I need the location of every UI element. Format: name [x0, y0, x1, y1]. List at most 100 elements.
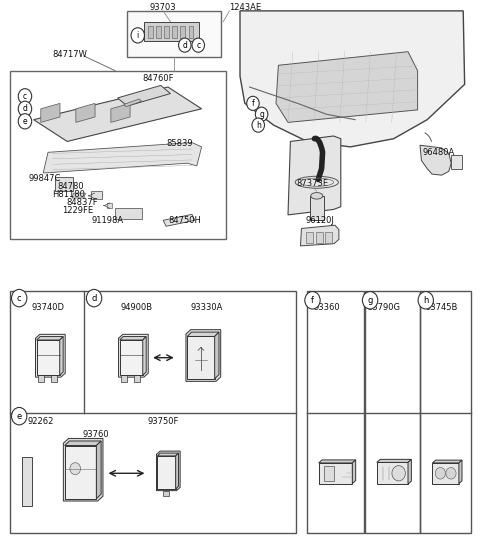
Text: 91198A: 91198A — [92, 216, 124, 225]
Text: 93330A: 93330A — [190, 304, 223, 312]
Polygon shape — [124, 99, 142, 107]
Bar — [144, 22, 199, 41]
Polygon shape — [111, 103, 130, 122]
Text: 93750F: 93750F — [147, 417, 179, 426]
Text: 1243AE: 1243AE — [229, 3, 262, 12]
Text: 94900B: 94900B — [121, 304, 153, 312]
Polygon shape — [240, 11, 465, 147]
Text: c: c — [17, 294, 22, 302]
Polygon shape — [72, 193, 85, 198]
Text: 84717W: 84717W — [52, 50, 87, 59]
Circle shape — [70, 462, 81, 474]
Circle shape — [86, 289, 102, 307]
Polygon shape — [276, 52, 418, 122]
Polygon shape — [156, 451, 180, 491]
Circle shape — [305, 292, 320, 309]
Polygon shape — [408, 459, 411, 484]
Bar — [420, 291, 471, 533]
Text: f: f — [311, 296, 314, 305]
Polygon shape — [459, 460, 462, 484]
Text: e: e — [17, 412, 22, 421]
Text: 93760: 93760 — [83, 430, 109, 438]
Text: H81180: H81180 — [52, 190, 84, 199]
Bar — [163, 491, 169, 496]
Text: i: i — [137, 31, 139, 40]
Text: 96480A: 96480A — [422, 148, 455, 157]
Circle shape — [362, 292, 378, 309]
Bar — [306, 232, 313, 243]
Bar — [115, 208, 142, 219]
Text: g: g — [259, 110, 264, 119]
Polygon shape — [43, 143, 202, 173]
Ellipse shape — [311, 193, 323, 199]
Polygon shape — [41, 103, 60, 122]
Polygon shape — [60, 337, 63, 375]
Circle shape — [18, 89, 32, 104]
Circle shape — [418, 292, 433, 309]
Circle shape — [12, 289, 27, 307]
Text: d: d — [91, 294, 97, 302]
Circle shape — [18, 101, 32, 116]
Bar — [133, 375, 140, 382]
Bar — [121, 375, 127, 382]
Polygon shape — [176, 453, 179, 489]
Circle shape — [247, 96, 259, 110]
Text: d: d — [182, 41, 187, 50]
Bar — [307, 291, 364, 533]
Bar — [180, 26, 185, 38]
Bar — [38, 375, 44, 382]
Text: 85839: 85839 — [167, 139, 193, 148]
Bar — [451, 155, 462, 169]
Text: 93703: 93703 — [150, 3, 177, 12]
Polygon shape — [63, 438, 103, 501]
Bar — [324, 466, 334, 480]
Bar — [107, 203, 112, 208]
Bar — [365, 291, 420, 533]
Polygon shape — [215, 332, 219, 379]
Polygon shape — [319, 463, 352, 484]
Bar — [127, 11, 221, 57]
Text: f: f — [252, 99, 254, 108]
Polygon shape — [157, 453, 179, 456]
Text: 99847C: 99847C — [29, 175, 61, 183]
Text: g: g — [367, 296, 373, 305]
Text: 92262: 92262 — [28, 417, 54, 426]
Bar — [50, 375, 57, 382]
Circle shape — [255, 107, 268, 121]
Polygon shape — [65, 441, 101, 446]
Bar — [316, 232, 323, 243]
Polygon shape — [96, 441, 101, 499]
Polygon shape — [118, 85, 170, 106]
Ellipse shape — [295, 176, 338, 188]
Polygon shape — [143, 337, 146, 375]
Circle shape — [179, 38, 191, 52]
Polygon shape — [432, 463, 459, 484]
Polygon shape — [163, 214, 195, 226]
Polygon shape — [377, 462, 408, 484]
Bar — [310, 196, 324, 220]
Bar — [325, 232, 332, 243]
Text: h: h — [256, 121, 261, 129]
Polygon shape — [186, 330, 221, 381]
Circle shape — [18, 114, 32, 129]
Circle shape — [252, 118, 264, 132]
Polygon shape — [187, 332, 219, 336]
Text: h: h — [423, 296, 429, 305]
Bar — [172, 26, 177, 38]
Bar — [148, 26, 153, 38]
Circle shape — [392, 466, 405, 481]
Text: 84760F: 84760F — [143, 75, 174, 83]
Polygon shape — [36, 337, 63, 340]
Text: c: c — [196, 41, 200, 50]
Polygon shape — [157, 456, 176, 489]
Polygon shape — [288, 136, 341, 215]
Polygon shape — [34, 87, 202, 141]
Text: d: d — [23, 104, 27, 113]
Circle shape — [435, 467, 445, 479]
Polygon shape — [352, 460, 356, 484]
Text: 1229FE: 1229FE — [62, 206, 94, 215]
Polygon shape — [36, 335, 65, 377]
Bar — [91, 191, 102, 199]
Circle shape — [12, 407, 27, 425]
Polygon shape — [319, 460, 356, 463]
